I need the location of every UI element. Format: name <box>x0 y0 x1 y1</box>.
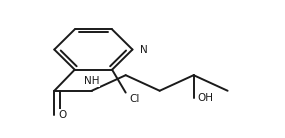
Text: N: N <box>140 45 148 55</box>
Text: NH: NH <box>84 76 99 86</box>
Text: Cl: Cl <box>130 94 140 104</box>
Text: O: O <box>58 110 67 120</box>
Text: OH: OH <box>198 93 214 103</box>
